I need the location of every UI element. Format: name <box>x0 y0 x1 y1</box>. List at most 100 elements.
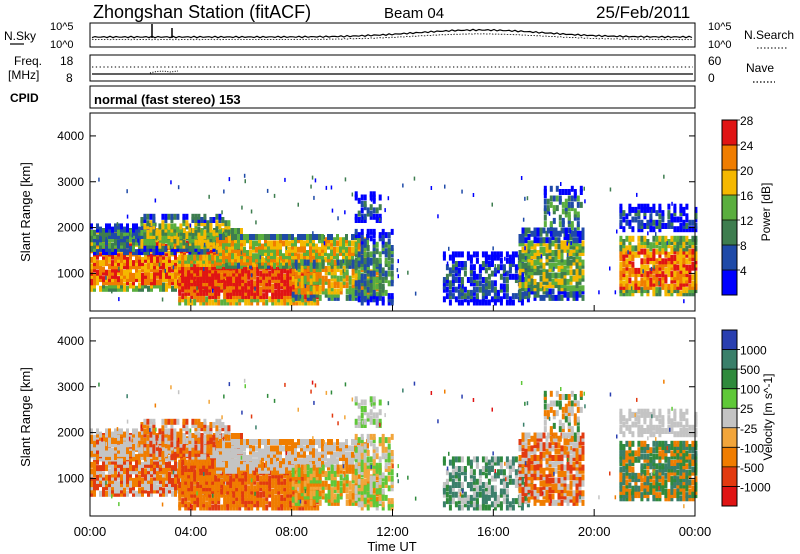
power-cell <box>184 286 188 293</box>
power-cell <box>224 226 228 233</box>
power-cell <box>235 299 239 306</box>
power-cell <box>493 296 497 303</box>
power-cell <box>321 243 324 250</box>
power-cell <box>331 208 334 213</box>
power-cell <box>360 194 364 201</box>
power-cell <box>670 271 674 278</box>
power-cell <box>487 289 491 296</box>
power-cell <box>625 248 629 255</box>
power-cell <box>527 240 531 247</box>
power-cell <box>463 264 467 271</box>
power-cell <box>108 282 111 289</box>
power-cell <box>573 192 577 199</box>
power-cell <box>182 213 186 220</box>
power-cell <box>102 236 105 243</box>
power-cell <box>430 186 433 190</box>
power-cell <box>685 277 689 284</box>
power-cell <box>93 233 96 239</box>
power-cell <box>170 245 174 252</box>
power-cell <box>90 233 93 239</box>
power-cell <box>197 239 201 246</box>
power-cell <box>202 293 206 300</box>
power-cell <box>120 276 123 283</box>
power-cell <box>129 263 132 270</box>
power-cell <box>567 214 571 221</box>
power-cell <box>114 253 117 260</box>
power-cell <box>146 229 150 236</box>
power-cell <box>117 263 120 270</box>
power-cell <box>318 285 322 292</box>
power-cell <box>521 237 525 244</box>
power-cell <box>162 266 165 273</box>
power-cell <box>481 293 485 300</box>
power-cell <box>484 283 488 290</box>
power-cell <box>622 271 626 278</box>
power-cell <box>111 276 114 283</box>
power-cell <box>366 237 369 244</box>
power-cell <box>655 242 659 249</box>
power-cell <box>578 272 582 279</box>
power-cell <box>628 287 632 294</box>
colorbar-tick-label: 20 <box>740 164 754 178</box>
power-cell <box>478 273 482 280</box>
power-cell <box>261 243 264 250</box>
power-cell <box>330 246 333 253</box>
power-cell <box>271 289 275 296</box>
power-cell <box>285 253 288 260</box>
power-cell <box>667 271 671 278</box>
power-cell <box>153 253 156 260</box>
power-cell <box>682 219 686 226</box>
power-cell <box>286 270 290 277</box>
power-cell <box>357 291 361 298</box>
power-cell <box>315 266 319 272</box>
power-cell <box>333 250 336 256</box>
power-cell <box>573 211 577 218</box>
power-cell <box>105 226 108 233</box>
power-cell <box>181 267 185 274</box>
power-cell <box>200 220 204 227</box>
power-cell <box>277 267 281 274</box>
power-cell <box>312 285 316 292</box>
power-cell <box>339 275 343 282</box>
power-cell <box>566 234 570 240</box>
power-cell <box>563 240 567 247</box>
power-cell <box>120 239 123 246</box>
power-cell <box>268 273 272 280</box>
power-cell <box>249 234 252 240</box>
power-cell <box>297 275 301 282</box>
power-cell <box>309 269 313 276</box>
power-cell <box>625 274 629 281</box>
velocity-cell <box>96 465 99 472</box>
power-cell <box>312 240 315 247</box>
power-cell <box>661 280 665 287</box>
power-cell <box>262 280 266 287</box>
power-cell <box>222 276 225 283</box>
power-cell <box>132 239 135 246</box>
power-cell <box>545 246 549 253</box>
power-cell <box>484 277 488 283</box>
power-cell <box>202 254 206 261</box>
power-cell <box>563 275 567 282</box>
velocity-cell <box>231 433 234 439</box>
power-cell <box>114 233 117 239</box>
power-cell <box>262 283 266 290</box>
power-cell <box>225 246 228 253</box>
power-cell <box>366 251 370 258</box>
velocity-cell <box>135 490 138 497</box>
power-cell <box>289 280 293 287</box>
power-cell <box>190 286 194 293</box>
power-cell <box>348 285 352 292</box>
power-cell <box>330 253 333 260</box>
power-cell <box>348 278 352 285</box>
power-cell <box>291 259 294 266</box>
power-cell <box>187 267 191 274</box>
power-cell <box>246 237 249 244</box>
power-cell <box>336 275 340 282</box>
power-cell <box>250 293 254 300</box>
power-cell <box>153 279 156 286</box>
power-cell <box>572 291 576 298</box>
power-cell <box>581 272 585 279</box>
power-cell <box>650 266 653 271</box>
power-cell <box>557 288 561 295</box>
power-cell <box>518 234 522 240</box>
